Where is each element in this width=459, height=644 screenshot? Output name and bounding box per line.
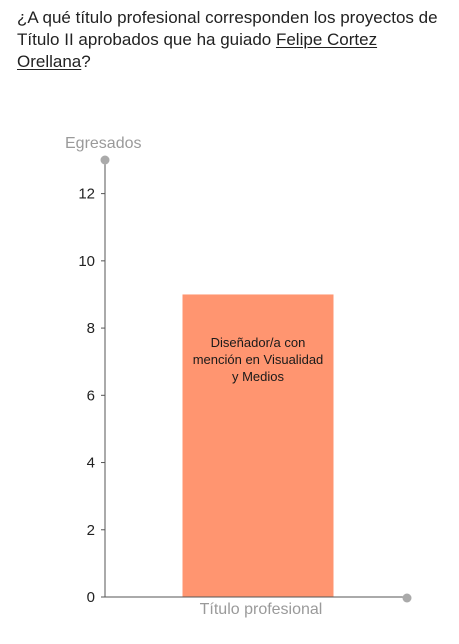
chart-question: ¿A qué título profesional corresponden l… — [17, 7, 447, 73]
question-text: ¿A qué título profesional corresponden l… — [17, 8, 438, 49]
y-tick-label: 2 — [87, 522, 95, 539]
y-axis-ticks: 0 2 4 6 8 10 12 — [78, 186, 105, 606]
y-tick-label: 12 — [78, 186, 95, 203]
y-tick-label: 0 — [87, 589, 95, 606]
y-axis-end-dot — [100, 155, 110, 165]
y-tick-label: 4 — [87, 455, 95, 472]
y-tick-label: 8 — [87, 320, 95, 337]
question-end: ? — [81, 52, 91, 71]
y-tick-label: 6 — [87, 387, 95, 404]
x-axis-title: Título profesional — [200, 601, 323, 618]
x-axis-end-dot — [402, 593, 412, 603]
y-tick-label: 10 — [78, 253, 95, 270]
bar-label: Diseñador/a con mención en Visualidad y … — [192, 335, 324, 385]
guide-name-link[interactable]: Felipe Cortez Orellana — [17, 30, 378, 71]
bars: Diseñador/a con mención en Visualidad y … — [182, 294, 334, 597]
y-axis-title: Egresados — [65, 135, 142, 152]
bar-category-label: Diseñador/a con mención en Visualidad y … — [192, 335, 324, 385]
bar[interactable] — [182, 294, 334, 597]
